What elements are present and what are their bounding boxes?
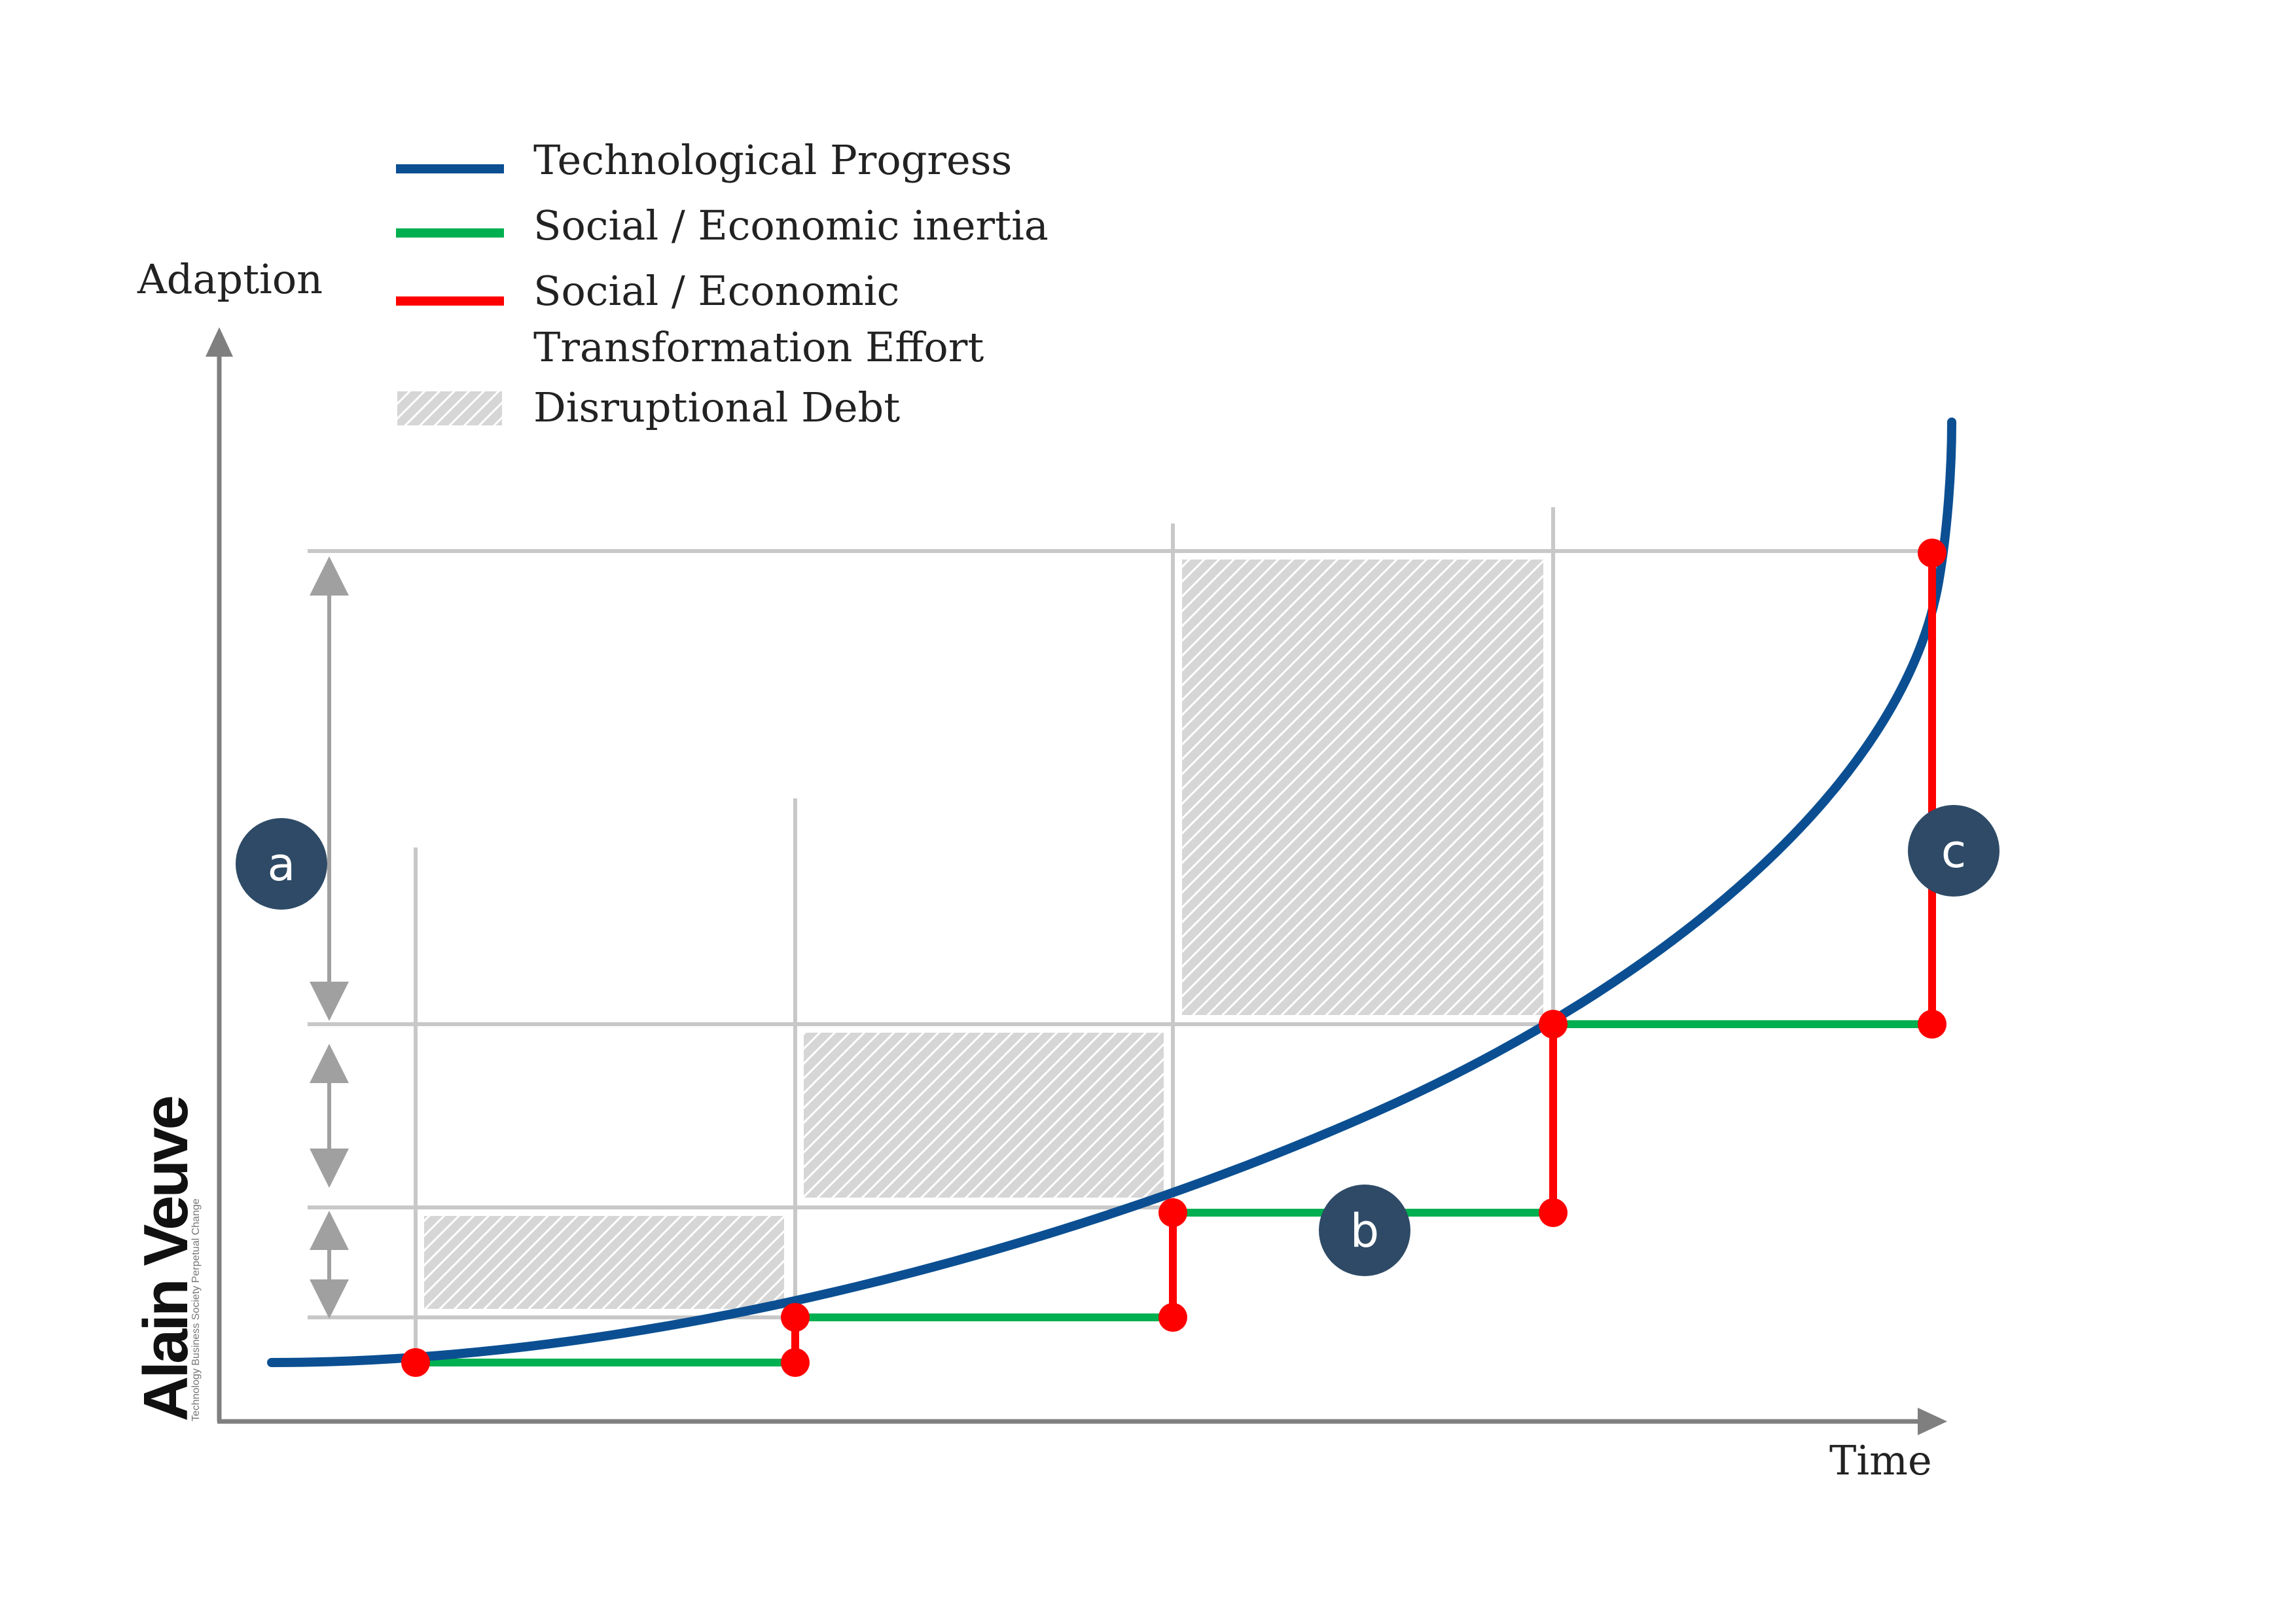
effort-point: [401, 1348, 430, 1377]
effort-point: [1918, 1010, 1946, 1039]
badge-b: b: [1319, 1185, 1410, 1276]
legend-swatch-debt: [397, 391, 502, 425]
legend: Technological Progress Social / Economic…: [396, 136, 1049, 431]
effort-point: [1918, 539, 1946, 567]
logo-tagline: Technology Business Society Perpetual Ch…: [190, 1198, 202, 1421]
badge-b-circle: [1319, 1185, 1410, 1276]
y-axis-label: Adaption: [137, 255, 323, 303]
legend-label-inertia: Social / Economic inertia: [533, 202, 1049, 249]
legend-label-progress: Technological Progress: [533, 136, 1012, 184]
logo-name: Alain Veuve: [131, 1096, 201, 1421]
debt-box-2: [804, 1033, 1164, 1198]
debt-box-3: [1182, 560, 1543, 1015]
badge-c: c: [1908, 805, 2000, 897]
effort-point: [1158, 1198, 1187, 1227]
debt-box-1: [424, 1216, 784, 1309]
grid-lines: [308, 507, 1934, 1361]
effort-point: [1539, 1010, 1568, 1039]
x-axis-arrow-icon: [1918, 1408, 1947, 1435]
technological-progress-curve: [267, 418, 1956, 1367]
axes: Adaption Time: [137, 255, 1947, 1484]
effort-point: [1539, 1198, 1568, 1227]
effort-point: [781, 1348, 810, 1377]
x-axis-label: Time: [1829, 1436, 1932, 1484]
badge-a: a: [236, 818, 327, 910]
y-axis-arrow-icon: [206, 327, 233, 357]
legend-label-effort-line2: Transformation Effort: [533, 323, 984, 371]
effort-point: [781, 1303, 810, 1332]
effort-point: [1158, 1303, 1187, 1332]
disruptional-debt-boxes: [424, 560, 1543, 1309]
badge-a-circle: [236, 818, 327, 910]
effort-points: [401, 539, 1946, 1377]
badge-a-label: a: [268, 838, 296, 891]
legend-label-debt: Disruptional Debt: [533, 383, 900, 431]
legend-label-effort-line1: Social / Economic: [533, 267, 899, 315]
badge-b-label: b: [1350, 1204, 1379, 1258]
badge-c-label: c: [1941, 825, 1967, 878]
author-logo: Alain Veuve Technology Business Society …: [131, 1096, 202, 1421]
badge-c-circle: [1908, 805, 2000, 897]
